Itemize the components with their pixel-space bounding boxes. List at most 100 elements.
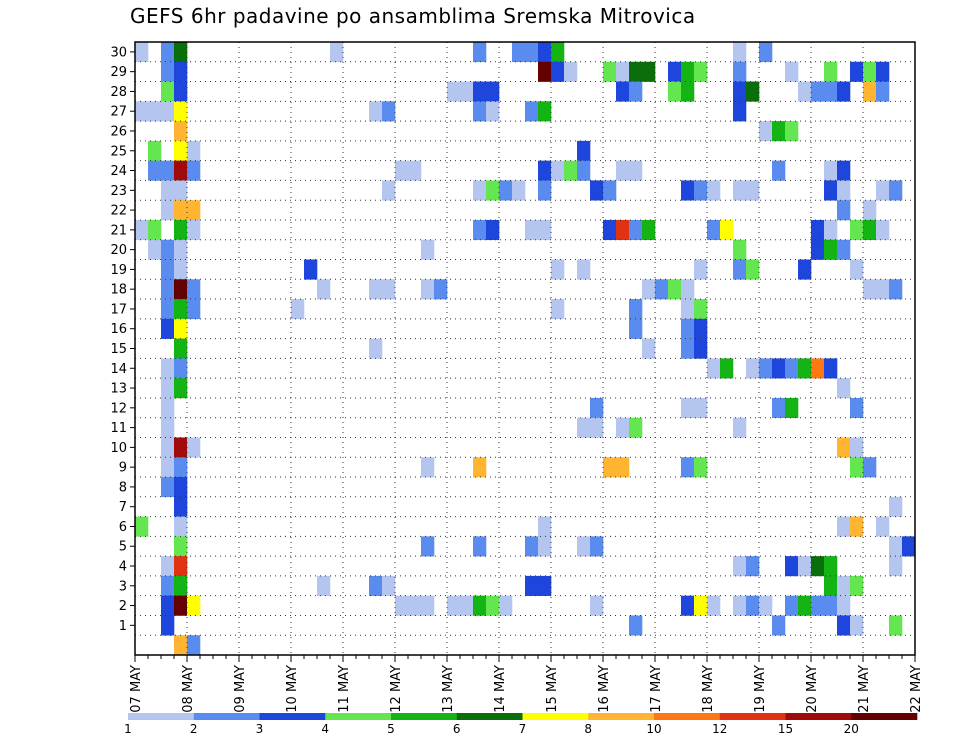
y-tick-label: 1 xyxy=(119,619,127,634)
heatmap-cell xyxy=(824,160,838,181)
heatmap-cell xyxy=(603,180,617,201)
heatmap-cell xyxy=(733,417,747,438)
heatmap-cell xyxy=(564,160,578,181)
heatmap-cell xyxy=(824,219,838,241)
legend-swatch xyxy=(325,713,392,720)
legend-label: 20 xyxy=(844,722,859,736)
heatmap-cell xyxy=(161,595,175,616)
heatmap-cell xyxy=(187,219,201,241)
heatmap-cell xyxy=(551,61,565,82)
x-tick-label: 09 MAY xyxy=(233,665,248,713)
heatmap-cell xyxy=(707,219,721,241)
legend-label: 10 xyxy=(646,722,661,736)
heatmap-cell xyxy=(538,536,552,557)
legend-label: 2 xyxy=(190,722,198,736)
y-tick-label: 10 xyxy=(110,441,127,456)
heatmap-cell xyxy=(174,219,188,241)
heatmap-cell xyxy=(681,595,695,616)
heatmap-cell xyxy=(161,417,175,438)
heatmap-cell xyxy=(369,575,383,596)
heatmap-cell xyxy=(447,595,461,616)
heatmap-cell xyxy=(577,140,591,161)
heatmap-cell xyxy=(538,575,552,596)
heatmap-cell xyxy=(603,61,617,82)
legend-swatch xyxy=(128,713,195,720)
heatmap-cell xyxy=(135,219,149,241)
heatmap-cell xyxy=(382,279,396,300)
y-tick-label: 30 xyxy=(110,45,127,60)
y-tick-label: 16 xyxy=(110,322,127,337)
legend-swatch xyxy=(851,713,918,720)
heatmap-cell xyxy=(876,219,890,241)
heatmap-cell xyxy=(161,556,175,577)
heatmap-cell xyxy=(174,635,188,656)
heatmap-cell xyxy=(187,595,201,616)
heatmap-cell xyxy=(811,358,825,379)
heatmap-cell xyxy=(681,299,695,320)
heatmap-cell xyxy=(694,338,708,359)
heatmap-cell xyxy=(174,61,188,82)
heatmap-cell xyxy=(473,219,487,241)
heatmap-cell xyxy=(174,378,188,399)
heatmap-cell xyxy=(421,279,435,300)
heatmap-cell xyxy=(850,397,864,419)
heatmap-cell xyxy=(161,259,175,280)
legend-swatch xyxy=(522,713,589,720)
heatmap-cell xyxy=(174,279,188,300)
heatmap-cell xyxy=(174,358,188,379)
cells-layer xyxy=(135,42,916,656)
heatmap-cell xyxy=(408,595,422,616)
heatmap-cell xyxy=(473,81,487,102)
legend-swatch xyxy=(391,713,458,720)
heatmap-cell xyxy=(681,318,695,339)
x-tick-label: 11 MAY xyxy=(337,665,352,713)
x-tick-label: 17 MAY xyxy=(649,665,664,713)
heatmap-cell xyxy=(863,219,877,241)
legend-swatch xyxy=(588,713,655,720)
y-tick-label: 29 xyxy=(110,65,127,80)
heatmap-cell xyxy=(538,42,552,63)
heatmap-cell xyxy=(889,615,903,636)
heatmap-cell xyxy=(759,42,773,63)
legend-label: 1 xyxy=(124,722,132,736)
heatmap-cell xyxy=(317,279,331,300)
heatmap-cell xyxy=(642,219,656,241)
heatmap-cell xyxy=(863,200,877,221)
legend-label: 12 xyxy=(712,722,727,736)
heatmap-cell xyxy=(187,437,201,458)
heatmap-cell xyxy=(616,81,630,102)
heatmap-cell xyxy=(824,239,838,260)
heatmap-cell xyxy=(876,81,890,102)
heatmap-cell xyxy=(863,81,877,102)
heatmap-cell xyxy=(629,160,643,181)
heatmap-cell xyxy=(161,318,175,339)
heatmap-cell xyxy=(616,219,630,241)
heatmap-cell xyxy=(161,477,175,498)
heatmap-cell xyxy=(694,318,708,339)
y-tick-label: 19 xyxy=(110,263,127,278)
heatmap-cell xyxy=(642,279,656,300)
heatmap-cell xyxy=(681,61,695,82)
heatmap-cell xyxy=(564,61,578,82)
heatmap-cell xyxy=(174,595,188,616)
heatmap-cell xyxy=(694,61,708,82)
heatmap-cell xyxy=(837,378,851,399)
heatmap-cell xyxy=(668,81,682,102)
heatmap-cell xyxy=(876,279,890,300)
heatmap-cell xyxy=(161,239,175,260)
legend-label: 4 xyxy=(321,722,329,736)
heatmap-cell xyxy=(174,259,188,280)
heatmap-cell xyxy=(733,101,747,122)
heatmap-cell xyxy=(187,279,201,300)
y-tick-label: 6 xyxy=(119,520,127,535)
heatmap-cell xyxy=(161,615,175,636)
heatmap-cell xyxy=(395,595,409,616)
heatmap-cell xyxy=(850,259,864,280)
heatmap-cell xyxy=(785,556,799,577)
heatmap-cell xyxy=(460,81,474,102)
heatmap-cell xyxy=(538,219,552,241)
heatmap-cell xyxy=(538,516,552,537)
heatmap-cell xyxy=(811,556,825,577)
y-tick-label: 9 xyxy=(119,461,127,476)
legend-label: 3 xyxy=(256,722,264,736)
